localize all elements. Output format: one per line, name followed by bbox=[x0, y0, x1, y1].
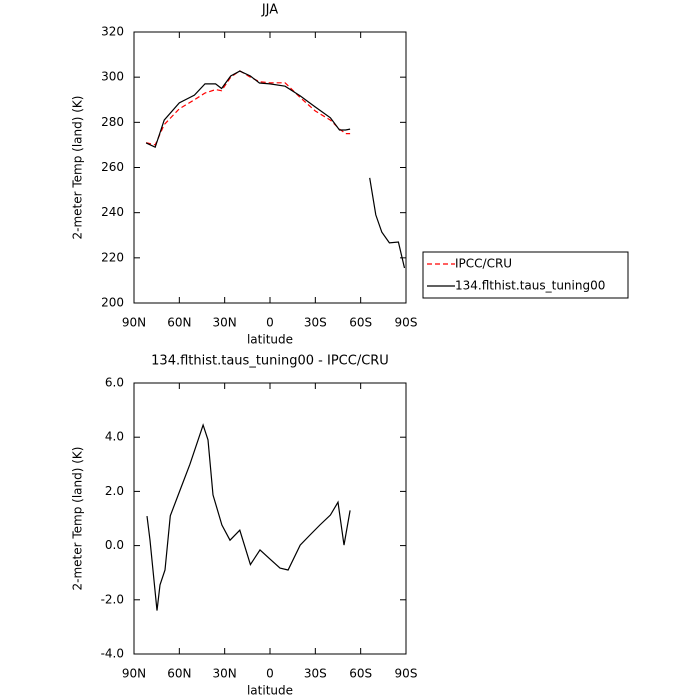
legend-label: IPCC/CRU bbox=[455, 257, 512, 271]
series-line bbox=[146, 423, 351, 611]
y-tick-label: 0.0 bbox=[105, 538, 124, 552]
x-tick-label: 30S bbox=[304, 316, 327, 330]
y-tick-label: 6.0 bbox=[105, 376, 124, 390]
y-tick-label: -2.0 bbox=[101, 592, 124, 606]
y-tick-label: 320 bbox=[101, 25, 124, 39]
x-tick-label: 60S bbox=[349, 667, 372, 681]
y-tick-label: -4.0 bbox=[101, 647, 124, 661]
x-tick-label: 0 bbox=[266, 316, 274, 330]
x-tick-label: 90N bbox=[122, 316, 146, 330]
x-tick-label: 60N bbox=[167, 316, 191, 330]
x-tick-label: 60N bbox=[167, 667, 191, 681]
x-tick-label: 30N bbox=[213, 667, 237, 681]
chart-title: JJA bbox=[261, 3, 278, 18]
legend-label: 134.flthist.taus_tuning00 bbox=[455, 279, 605, 293]
x-tick-label: 30S bbox=[304, 667, 327, 681]
plot-frame bbox=[133, 31, 407, 304]
y-tick-label: 260 bbox=[101, 160, 124, 174]
x-tick-label: 30N bbox=[213, 316, 237, 330]
x-tick-label: 90S bbox=[395, 667, 418, 681]
series-line bbox=[145, 70, 351, 146]
plot-frame bbox=[133, 382, 407, 655]
series-line bbox=[145, 70, 406, 269]
chart-title: 134.flthist.taus_tuning00 - IPCC/CRU bbox=[151, 354, 389, 369]
y-tick-label: 240 bbox=[101, 205, 124, 219]
y-axis-label: 2-meter Temp (land) (K) bbox=[71, 96, 85, 240]
x-tick-label: 90S bbox=[395, 316, 418, 330]
x-tick-label: 60S bbox=[349, 316, 372, 330]
y-axis-label: 2-meter Temp (land) (K) bbox=[71, 447, 85, 591]
legend-box bbox=[422, 251, 629, 299]
x-axis-label: latitude bbox=[247, 684, 293, 698]
x-tick-label: 0 bbox=[266, 667, 274, 681]
x-axis-label: latitude bbox=[247, 333, 293, 347]
y-tick-label: 300 bbox=[101, 70, 124, 84]
x-tick-label: 90N bbox=[122, 667, 146, 681]
y-tick-label: 200 bbox=[101, 296, 124, 310]
y-tick-label: 2.0 bbox=[105, 484, 124, 498]
y-tick-label: 4.0 bbox=[105, 430, 124, 444]
y-tick-label: 220 bbox=[101, 250, 124, 264]
y-tick-label: 280 bbox=[101, 115, 124, 129]
